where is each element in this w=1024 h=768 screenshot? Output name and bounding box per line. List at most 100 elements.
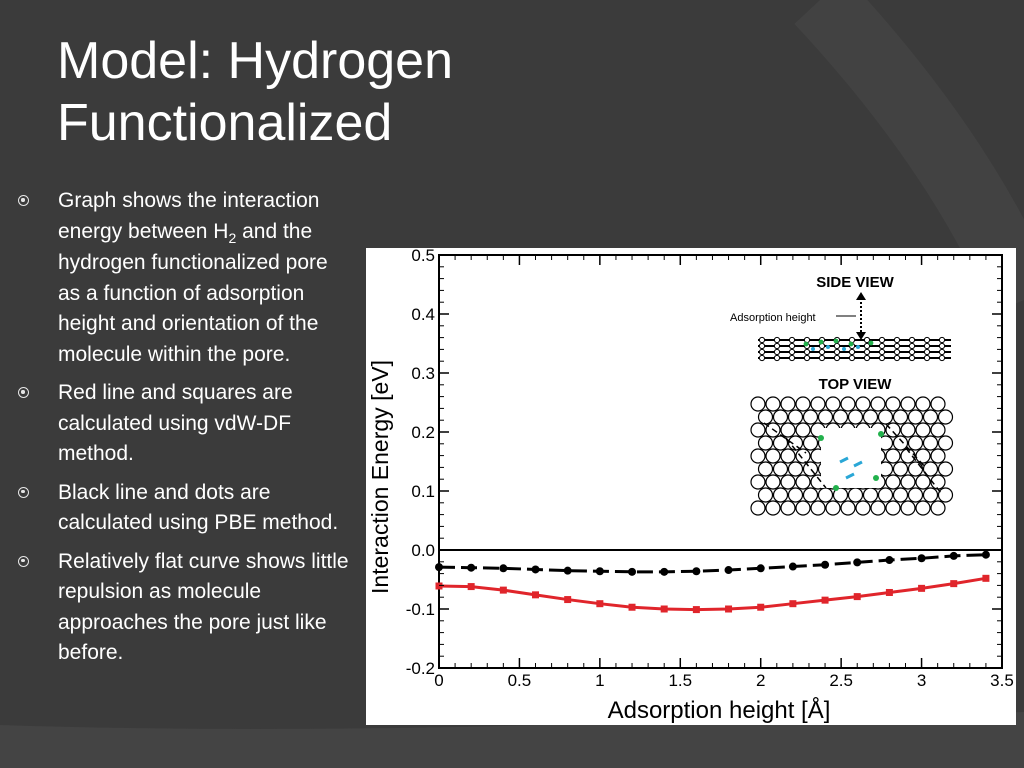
lattice-ring bbox=[750, 474, 766, 490]
h2-molecule-top bbox=[853, 460, 863, 468]
bullet-subscript: 2 bbox=[228, 229, 237, 246]
bullet-icon bbox=[18, 486, 29, 498]
lattice-ring bbox=[795, 500, 811, 516]
layer-atom bbox=[863, 336, 871, 344]
series-1-point bbox=[660, 567, 669, 576]
bullet-item: Red line and squares are calculated usin… bbox=[18, 378, 354, 470]
h-atom-top bbox=[833, 485, 839, 491]
y-axis-label: Interaction Energy [eV] bbox=[367, 360, 393, 594]
lattice-ring bbox=[892, 487, 909, 503]
lattice-ring bbox=[900, 500, 916, 516]
layer-atom bbox=[773, 342, 781, 350]
series-0-point bbox=[982, 574, 990, 582]
plot-frame bbox=[438, 254, 1003, 669]
layer-atom bbox=[938, 342, 946, 350]
series-0-point bbox=[757, 603, 765, 611]
lattice-ring bbox=[922, 461, 939, 477]
x-tick-label: 3 bbox=[917, 671, 926, 690]
h-atom bbox=[818, 339, 824, 345]
layer-atom bbox=[878, 342, 886, 350]
bullet-text: Relatively flat curve shows little repul… bbox=[58, 549, 349, 665]
lattice-ring bbox=[922, 409, 939, 425]
lattice-ring bbox=[885, 474, 901, 490]
y-tick-label: 0.0 bbox=[411, 541, 435, 560]
lattice-ring bbox=[780, 448, 796, 464]
x-tick-label: 0 bbox=[434, 671, 443, 690]
layer-atom bbox=[758, 342, 766, 350]
lattice-ring bbox=[757, 487, 774, 503]
inset-side-view-label: SIDE VIEW bbox=[816, 274, 894, 291]
x-tick-label: 0.5 bbox=[508, 671, 532, 690]
layer-atom bbox=[908, 348, 916, 356]
lattice-ring bbox=[862, 487, 879, 503]
lattice-ring bbox=[892, 461, 909, 477]
series-0-point bbox=[918, 584, 926, 592]
bullet-text: Black line and dots are calculated using… bbox=[58, 480, 339, 535]
lattice-ring bbox=[772, 409, 789, 425]
lattice-ring bbox=[907, 409, 924, 425]
lattice-ring bbox=[840, 500, 856, 516]
series-0-point bbox=[532, 591, 540, 599]
layer-atom bbox=[908, 354, 916, 362]
layer-atom bbox=[878, 348, 886, 356]
series-1-point bbox=[531, 565, 540, 574]
lattice-ring bbox=[750, 422, 766, 438]
lattice-ring bbox=[765, 422, 781, 438]
lattice-ring bbox=[780, 474, 796, 490]
series-0-point bbox=[725, 605, 733, 613]
series-line-0 bbox=[438, 576, 987, 612]
lattice-ring bbox=[817, 487, 834, 503]
bullet-icon bbox=[18, 555, 29, 567]
y-tick-label: 0.1 bbox=[411, 482, 435, 501]
h-atom bbox=[833, 338, 839, 344]
lattice-ring bbox=[900, 396, 916, 412]
h-atom-top bbox=[873, 475, 879, 481]
series-0-point bbox=[628, 603, 636, 611]
series-1-point bbox=[885, 556, 894, 565]
lattice-ring bbox=[892, 409, 909, 425]
chart-panel: 0 0.5 1 1.5 2 2.5 3 3.5 -0.2 -0.1 0.0 0.1 0.2 0.3 0.4 0… bbox=[366, 248, 1016, 725]
layer-atom bbox=[893, 348, 901, 356]
inset-top-view-image bbox=[750, 396, 954, 516]
slide-title-line2: Functionalized bbox=[57, 94, 393, 152]
pore-region bbox=[821, 428, 881, 488]
layer-atom bbox=[863, 342, 871, 350]
series-0-point bbox=[499, 586, 507, 594]
series-1-point bbox=[628, 567, 637, 576]
lattice-ring bbox=[915, 448, 931, 464]
lattice-ring bbox=[772, 487, 789, 503]
lattice-ring bbox=[825, 396, 841, 412]
layer-atom bbox=[923, 354, 931, 362]
layer-atom bbox=[938, 336, 946, 344]
lattice-ring bbox=[780, 500, 796, 516]
y-tick-label: -0.2 bbox=[406, 659, 435, 678]
lattice-ring bbox=[757, 461, 774, 477]
lattice-ring bbox=[885, 396, 901, 412]
series-1-point bbox=[724, 566, 733, 575]
lattice-ring bbox=[870, 396, 886, 412]
lattice-ring bbox=[765, 474, 781, 490]
bullet-text-cont: and the hydrogen functionalized pore as … bbox=[58, 219, 328, 366]
lattice-ring bbox=[937, 487, 954, 503]
y-tick-label: -0.1 bbox=[406, 600, 435, 619]
lattice-ring bbox=[787, 435, 804, 451]
layer-atom bbox=[788, 348, 796, 356]
bullet-text: Red line and squares are calculated usin… bbox=[58, 381, 293, 465]
series-1-point bbox=[499, 564, 508, 573]
y-tick-label: 0.2 bbox=[411, 423, 435, 442]
layer-atom bbox=[923, 336, 931, 344]
lattice-ring bbox=[750, 500, 766, 516]
layer-atom bbox=[893, 342, 901, 350]
x-tick-label: 1 bbox=[595, 671, 604, 690]
bullet-list: Graph shows the interaction energy betwe… bbox=[18, 186, 354, 677]
layer-atom bbox=[788, 342, 796, 350]
lattice-ring bbox=[885, 422, 901, 438]
series-0-point bbox=[885, 588, 893, 596]
lattice-ring bbox=[787, 487, 804, 503]
lattice-ring bbox=[795, 448, 811, 464]
h2-molecule-top bbox=[839, 456, 849, 464]
x-tick-label: 2.5 bbox=[829, 671, 853, 690]
lattice-ring bbox=[937, 435, 954, 451]
h-atom bbox=[848, 341, 854, 347]
lattice-ring bbox=[870, 500, 886, 516]
